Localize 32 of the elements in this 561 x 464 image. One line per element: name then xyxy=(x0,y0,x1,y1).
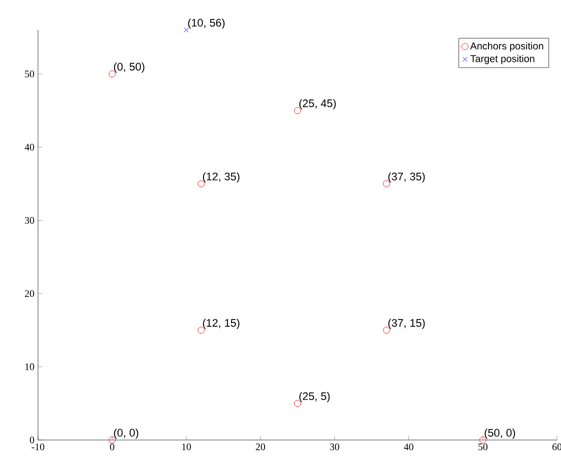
x-tick-label: 30 xyxy=(330,444,340,450)
point xyxy=(198,326,205,334)
y-tick-label: 50 xyxy=(25,70,34,78)
point xyxy=(108,436,116,444)
point xyxy=(198,180,205,188)
annotation: (12, 15) xyxy=(202,318,240,329)
point xyxy=(479,436,486,444)
point xyxy=(383,180,390,188)
annotation: (10, 56) xyxy=(188,18,225,29)
x-tick-label: -10 xyxy=(32,444,44,450)
x-tick-label: 0 xyxy=(110,444,114,450)
x-tick-label: 40 xyxy=(404,444,414,450)
x-tick-label: 10 xyxy=(182,444,191,450)
y-tick-label: 10 xyxy=(25,363,34,370)
y-tick-label: 40 xyxy=(24,144,34,150)
y-tick-label: 30 xyxy=(25,216,34,224)
annotation: (0, 50) xyxy=(114,62,144,73)
point xyxy=(383,326,390,334)
legend-label: Anchors position xyxy=(470,42,544,52)
annotation: (12, 35) xyxy=(202,172,240,183)
y-tick-label: 20 xyxy=(24,290,34,297)
point xyxy=(184,27,189,33)
x-tick-label: 50 xyxy=(478,444,488,450)
annotation: (25, 45) xyxy=(299,99,336,110)
annotation: (37, 15) xyxy=(388,318,425,329)
legend-label: Target position xyxy=(470,54,534,64)
annotation: (37, 35) xyxy=(388,172,425,183)
y-tick-label: 0 xyxy=(30,436,34,444)
annotation: (0, 0) xyxy=(114,428,138,439)
annotation: (50, 0) xyxy=(484,428,516,439)
annotation: (25, 5) xyxy=(299,392,330,402)
x-tick-label: 20 xyxy=(256,444,266,450)
